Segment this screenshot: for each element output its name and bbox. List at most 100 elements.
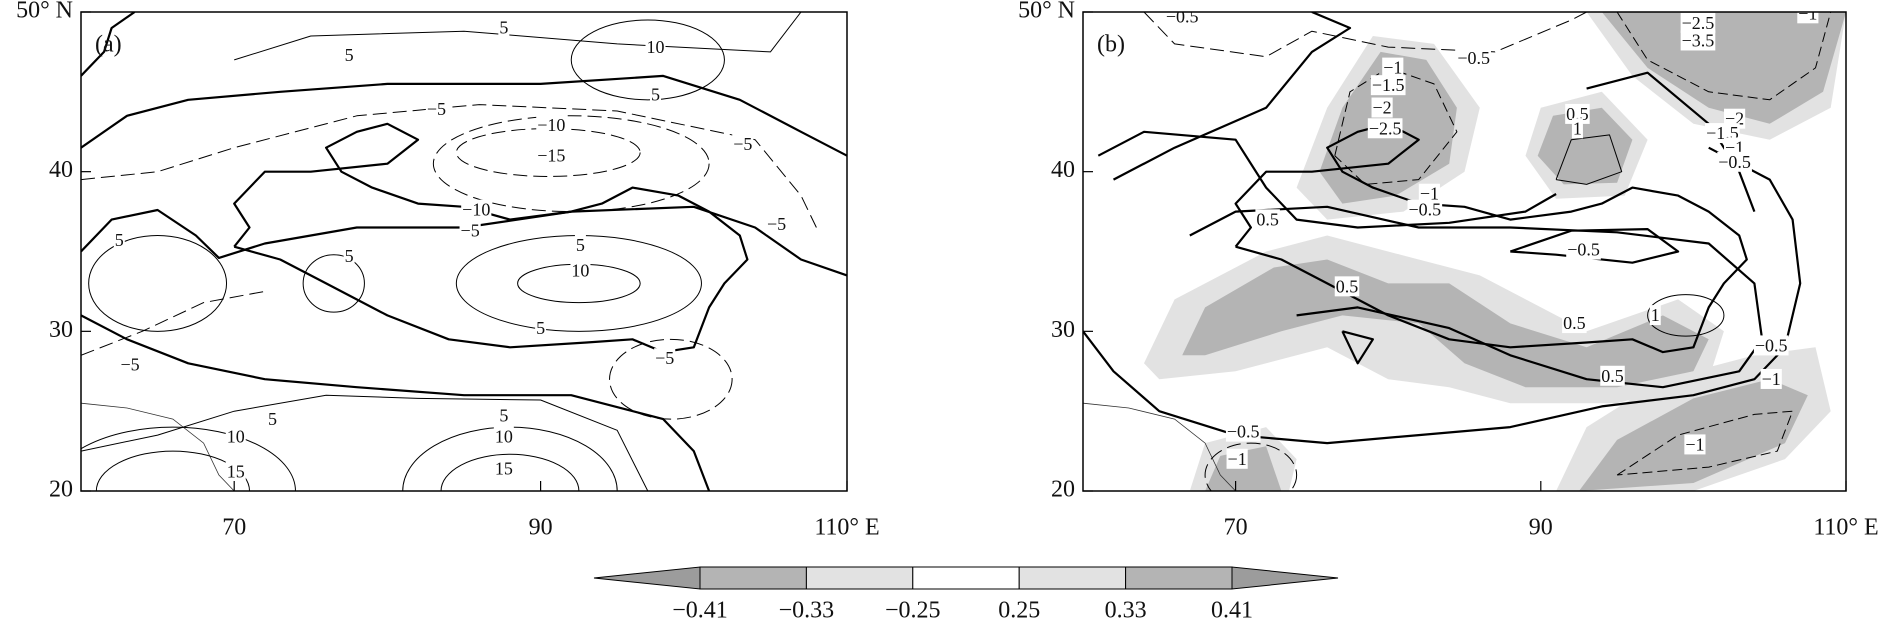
contour-label-bg: [461, 199, 492, 220]
contour-label: −0.5: [1567, 240, 1600, 260]
y-tick-label: 30: [1051, 317, 1075, 343]
contour-label-bg: [498, 17, 510, 38]
contour-label: −5: [733, 134, 752, 154]
contour-label-bg: [459, 220, 481, 241]
contour-label-bg: [225, 461, 246, 482]
x-tick-label: 110° E: [814, 515, 879, 541]
contour-label: −5: [120, 355, 139, 375]
contour-label-bg: [536, 115, 567, 136]
contour-label: 5: [268, 409, 277, 429]
plot-frame: [1082, 11, 1847, 492]
colorbar-segment: [1125, 566, 1233, 590]
contour-label: −0.5: [1166, 7, 1199, 27]
contour-label-bg: [119, 354, 141, 375]
y-tick-label: 40: [1051, 157, 1075, 183]
plateau-outline: [233, 122, 749, 354]
contour-label: 5: [345, 246, 354, 266]
contour-label-bg: [1367, 118, 1403, 139]
y-tick-label: 50° N: [16, 0, 73, 24]
contour-label-bg: [493, 458, 514, 479]
colorbar-segment: [912, 566, 1020, 590]
contour-label-bg: [535, 317, 547, 338]
contour-label: −1: [1420, 184, 1439, 204]
contour-label: −3.5: [1682, 30, 1715, 50]
contour-label-bg: [1680, 12, 1716, 33]
contour-label: −0.5: [1718, 152, 1751, 172]
contour-label-bg: [1565, 103, 1590, 124]
colorbar-tick-label: −0.41: [672, 598, 728, 622]
panel-label: (b): [1097, 32, 1125, 58]
contour-line: [81, 12, 136, 77]
contour-label-bg: [732, 134, 754, 155]
contour-label-bg: [1371, 97, 1393, 118]
contour-line: [1334, 67, 1458, 185]
contour-label-bg: [493, 426, 514, 447]
contour-label: 5: [499, 18, 508, 38]
contour-line: [81, 290, 265, 356]
x-tick-label: 90: [1529, 515, 1553, 541]
contour-label-bg: [1226, 448, 1248, 469]
shading: [1182, 259, 1709, 388]
contour-line: [1616, 410, 1794, 476]
y-tick-label: 20: [1051, 477, 1075, 503]
contour-label-bg: [574, 234, 586, 255]
contour-label-bg: [267, 408, 278, 429]
colorbar-tick-label: 0.25: [998, 598, 1040, 622]
contour-label-bg: [113, 230, 125, 251]
contour-label: 1: [1573, 118, 1582, 138]
panel-b-map: −0.5 −2.5−3.5−1−1 −0.5−1.5−2−2.50.51 −2−1.5…: [1083, 3, 1846, 491]
y-tick-label: 40: [49, 157, 73, 183]
contour-label-bg: [1566, 239, 1601, 260]
contour-label-bg: [425, 99, 448, 120]
contour-line: [1555, 134, 1623, 185]
contour-label-bg: [570, 260, 591, 281]
contour-label: 10: [571, 260, 589, 280]
contour-line: [609, 338, 733, 420]
contour-label: −1: [1798, 3, 1817, 23]
colorbar-triangle: [593, 566, 701, 590]
contour-label-bg: [1684, 434, 1706, 455]
contour-line: [1341, 330, 1374, 365]
contour-label-bg: [1797, 12, 1819, 24]
contour-label: 0.5: [1256, 209, 1279, 229]
y-tick-label: 50° N: [1018, 0, 1075, 24]
contour-line: [1647, 294, 1725, 337]
contour-label-bg: [1225, 421, 1261, 442]
contour-line: [1509, 228, 1680, 264]
contour-label: −15: [537, 145, 565, 165]
contour-label-bg: [498, 405, 510, 426]
x-tick-label: 110° E: [1813, 515, 1878, 541]
contour-line: [234, 12, 802, 61]
contour-label: −2: [1373, 98, 1392, 118]
contour-label-bg: [536, 145, 567, 166]
x-tick-label: 90: [529, 515, 553, 541]
contour-label-bg: [1753, 335, 1789, 356]
contour-label-bg: [1370, 75, 1406, 96]
contour-line: [1097, 130, 1557, 229]
contour-label: −1.5: [1372, 75, 1405, 95]
colorbar-segment: [805, 566, 914, 590]
contour-label-bg: [654, 348, 676, 369]
contour-label-bg: [1571, 118, 1583, 139]
contour-label-bg: [1680, 30, 1716, 51]
y-tick-label: 20: [49, 477, 73, 503]
contour-label: 1: [1651, 305, 1660, 325]
contour-label: −0.5: [1755, 335, 1788, 355]
contour-label-bg: [1334, 276, 1360, 297]
contour-label: −1: [1762, 369, 1781, 389]
contour-label: −5: [767, 214, 786, 234]
contour-line: [570, 19, 725, 101]
contour-label: 5: [576, 235, 585, 255]
contour-label-bg: [1418, 183, 1440, 204]
x-tick-label: 70: [222, 515, 246, 541]
contour-label-bg: [1600, 365, 1625, 386]
contour-line: [432, 115, 710, 213]
contour-line: [455, 128, 641, 177]
coastline: [81, 402, 235, 491]
contour-label: 5: [115, 230, 124, 250]
x-tick-label: 70: [1224, 515, 1248, 541]
contour-line: [302, 254, 365, 313]
contour-label: 10: [495, 426, 513, 446]
contour-label: −5: [461, 220, 480, 240]
